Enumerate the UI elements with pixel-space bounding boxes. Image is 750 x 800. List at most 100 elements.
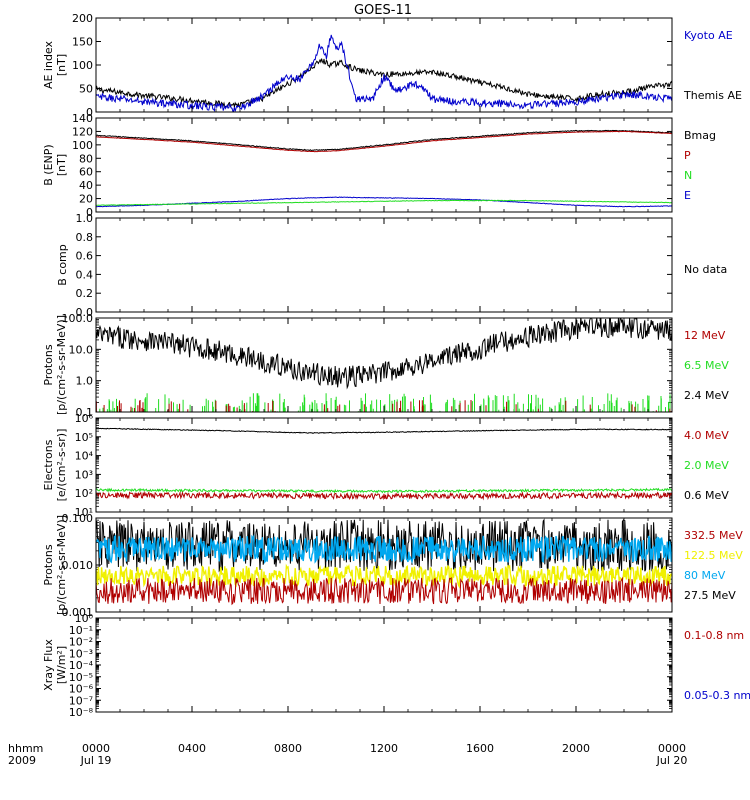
y-tick-label: 10⁻⁵ — [69, 671, 93, 684]
y-tick-label: 80 — [79, 152, 93, 165]
legend-entry: Themis AE — [683, 89, 742, 102]
y-tick-label: 0.100 — [62, 512, 94, 525]
time-axis-row1-label: hhmm — [8, 742, 43, 755]
y-tick-label: 0 — [86, 206, 93, 219]
y-tick-label: 0.8 — [76, 231, 94, 244]
series-n — [96, 199, 672, 206]
y-tick-label: 0.010 — [62, 559, 94, 572]
panel-frame — [95, 617, 673, 713]
legend-entry: 2.4 MeV — [684, 389, 729, 402]
y-tick-label: 10⁻⁸ — [69, 706, 94, 719]
time-axis: hhmm 2009 0000 0400 0800 1200 1600 2000 0000Ju… — [8, 742, 687, 767]
legend-entry: No data — [684, 263, 727, 276]
plot-area — [96, 518, 672, 606]
y-axis-label: Xray Flux — [42, 639, 55, 691]
y-tick-label: 0.0 — [76, 306, 94, 319]
time-tick-label: 0400 — [178, 742, 206, 755]
legend-entry: Bmag — [684, 129, 716, 142]
y-axis-label: [nT] — [55, 154, 68, 176]
panel-electrons: 10¹ 10² 10³ 10⁴ 10⁵ 10⁶ Electrons [e/(cm²-s-sr)… — [42, 412, 729, 519]
y-tick-label: 0.6 — [76, 250, 94, 263]
y-axis-label: [W/m²] — [55, 646, 68, 684]
plot-area — [96, 318, 672, 412]
y-axis-label: B comp — [56, 244, 69, 286]
y-tick-label: 20 — [79, 193, 93, 206]
series-2-4-mev — [96, 318, 672, 390]
series-e — [96, 196, 672, 208]
y-tick-label: 10² — [75, 487, 93, 500]
legend-entry: 0.1-0.8 nm — [684, 629, 744, 642]
y-axis-label: Protons — [42, 344, 55, 385]
legend-entry: 27.5 MeV — [684, 589, 736, 602]
panel-protons_low: 0.001 0.010 0.100 Protons [p/(cm²-s-sr-MeV)]… — [42, 512, 743, 619]
plot-area — [96, 34, 672, 112]
y-tick-label: 0.4 — [76, 268, 94, 281]
legend-entry: 4.0 MeV — [684, 429, 729, 442]
y-tick-label: 10¹ — [75, 506, 93, 519]
legend-entry: P — [684, 149, 691, 162]
y-tick-label: 150 — [72, 36, 93, 49]
time-tick-label: 1200 — [370, 742, 398, 755]
series-kyoto-ae — [96, 34, 672, 112]
y-tick-label: 10⁻² — [69, 636, 93, 649]
time-axis-row2-label: 2009 — [8, 754, 36, 767]
y-tick-label: 0.2 — [76, 287, 94, 300]
y-tick-label: 10⁶ — [75, 412, 94, 425]
y-axis-label: [p/(cm²-s-sr-MeV)] — [55, 515, 68, 615]
y-axis-label: Protons — [42, 544, 55, 585]
legend-entry: Kyoto AE — [684, 29, 733, 42]
y-tick-label: 10⁻⁴ — [69, 659, 94, 672]
legend-entry: N — [684, 169, 692, 182]
legend-entry: 0.6 MeV — [684, 489, 729, 502]
time-tick-label: 0000 — [658, 742, 686, 755]
figure-title: GOES-11 — [354, 3, 412, 18]
y-axis-label: [e/(cm²-s-sr)] — [55, 429, 68, 502]
y-tick-label: 10⁻¹ — [69, 624, 93, 637]
y-axis-label: [p/(cm²-s-sr-MeV)] — [55, 315, 68, 415]
plot-area — [96, 129, 672, 208]
y-tick-label: 40 — [79, 179, 93, 192]
legend-entry: 6.5 MeV — [684, 359, 729, 372]
y-tick-label: 10.0 — [69, 343, 94, 356]
legend-entry: 80 MeV — [684, 569, 726, 582]
series-332-5-mev — [96, 576, 672, 606]
series-bmag — [96, 129, 672, 152]
y-tick-label: 140 — [72, 112, 93, 125]
y-tick-label: 60 — [79, 166, 93, 179]
y-tick-label: 0 — [86, 106, 93, 119]
time-tick-label: 1600 — [466, 742, 494, 755]
y-axis-label: Electrons — [42, 439, 55, 490]
panel-frame — [95, 217, 673, 313]
time-tick-label: 0000 — [82, 742, 110, 755]
y-axis-label: [nT] — [55, 54, 68, 76]
y-tick-label: 10⁴ — [75, 450, 94, 463]
panel-frame — [95, 317, 673, 413]
series-80-mev — [96, 533, 672, 564]
panel-ae: 0 50 100 150 200 AE index [nT] Kyoto AE Themis A… — [42, 12, 742, 119]
y-tick-label: 50 — [79, 83, 93, 96]
time-tick-label: 0800 — [274, 742, 302, 755]
legend-entry: 0.05-0.3 nm — [684, 689, 750, 702]
panel-protons_high: 0.1 1.0 10.0 100.0 Protons [p/(cm²-s-sr-MeV)]… — [42, 312, 729, 419]
y-tick-label: 1.0 — [76, 212, 94, 225]
series-0-6-mev — [96, 427, 672, 434]
y-tick-label: 10⁻⁶ — [69, 683, 94, 696]
legend-entry: 2.0 MeV — [684, 459, 729, 472]
y-tick-label: 120 — [72, 125, 93, 138]
plot-area — [96, 427, 672, 501]
y-tick-label: 10³ — [75, 468, 93, 481]
y-tick-label: 0.001 — [62, 606, 94, 619]
legend-entry: 12 MeV — [684, 329, 726, 342]
y-tick-label: 200 — [72, 12, 93, 25]
y-tick-label: 10⁰ — [75, 612, 94, 625]
legend-entry: 122.5 MeV — [684, 549, 743, 562]
y-tick-label: 100 — [72, 139, 93, 152]
y-tick-label: 100.0 — [62, 312, 94, 325]
panel-bcomp: 0.0 0.2 0.4 0.6 0.8 1.0 B comp No data — [56, 212, 727, 319]
y-axis-label: B (ENP) — [42, 144, 55, 185]
series-2-0-mev — [96, 487, 672, 494]
legend-entry: 332.5 MeV — [684, 529, 743, 542]
